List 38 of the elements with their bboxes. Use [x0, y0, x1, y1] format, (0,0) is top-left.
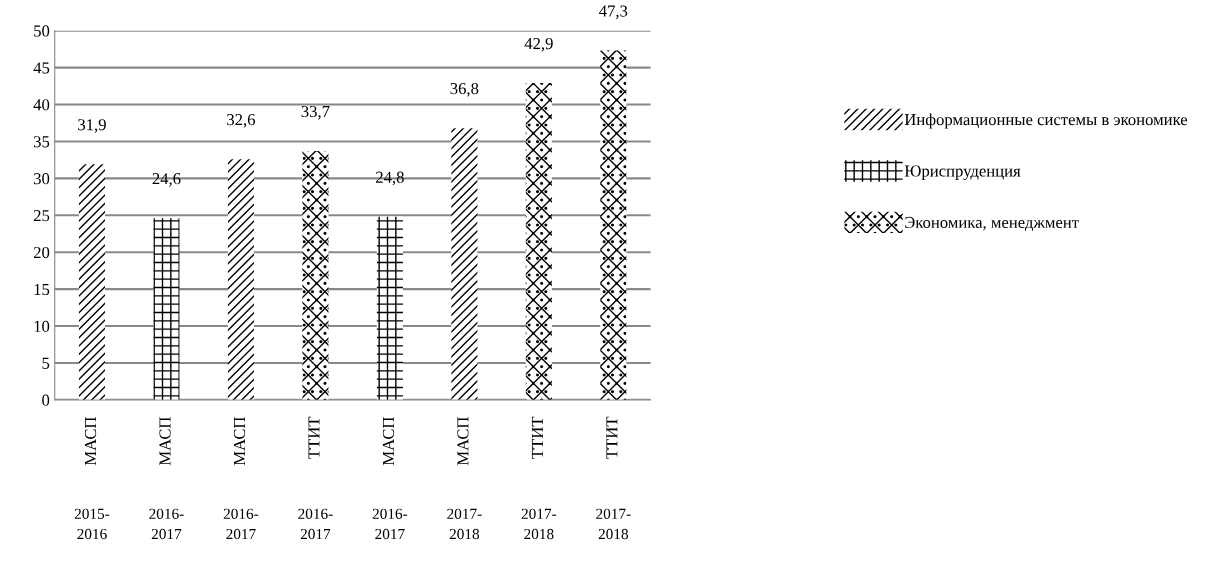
- bar: [525, 83, 552, 400]
- data-label: 31,9: [78, 119, 106, 133]
- bar: [78, 164, 105, 400]
- y-tick-label: 50: [34, 25, 50, 37]
- data-label: 47,3: [599, 5, 628, 20]
- y-tick-label: 40: [33, 99, 50, 111]
- legend-label: Экономика, менеджмент: [905, 216, 1079, 232]
- category-label: ТТИТ 2017- 2018: [521, 416, 557, 540]
- category-label: МАСП 2016- 2017: [223, 417, 259, 540]
- data-label: 32,6: [227, 114, 256, 128]
- y-tick-label: 5: [42, 357, 50, 369]
- y-tick-label: 10: [34, 320, 50, 332]
- category-label: МАСП 2015- 2016: [74, 417, 110, 540]
- data-label: 33,7: [301, 105, 330, 120]
- data-label: 42,9: [524, 37, 553, 52]
- y-tick-label: 35: [33, 136, 50, 148]
- bar: [227, 159, 254, 400]
- y-tick-label: 25: [33, 210, 50, 222]
- bar: [153, 218, 180, 400]
- category-label: МАСП 2016- 2017: [372, 417, 408, 540]
- category-label: ТТИТ 2017- 2018: [596, 416, 631, 540]
- y-tick-label: 20: [33, 246, 50, 259]
- legend-label: Информационные системы в экономике: [904, 113, 1188, 129]
- data-label: 24,8: [376, 171, 404, 186]
- bar: [451, 128, 478, 400]
- y-tick-label: 0: [42, 394, 50, 406]
- data-label: 36,8: [450, 82, 479, 97]
- bar: [376, 216, 403, 400]
- bar: [302, 151, 329, 400]
- legend-label: Юриспруденция: [904, 165, 1021, 181]
- category-label: МАСП 2017- 2018: [447, 417, 482, 540]
- category-label: МАСП 2016- 2017: [149, 417, 184, 540]
- y-tick-label: 45: [33, 62, 50, 74]
- category-label: ТТИТ 2016- 2017: [298, 416, 333, 540]
- y-tick-label: 30: [33, 173, 50, 185]
- y-tick-label: 15: [34, 283, 50, 296]
- bar: [600, 50, 627, 400]
- data-label: 24,6: [152, 173, 181, 187]
